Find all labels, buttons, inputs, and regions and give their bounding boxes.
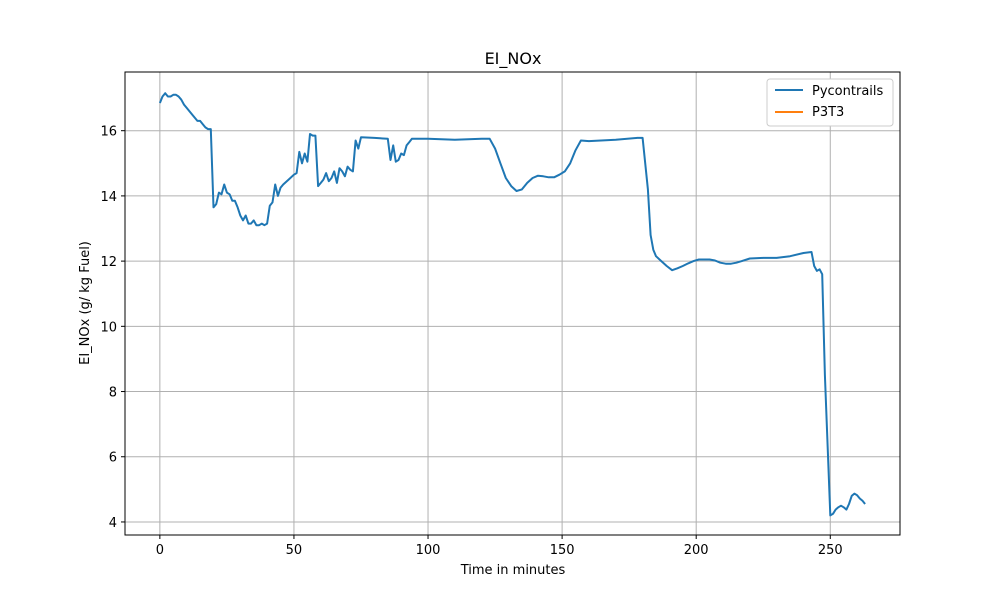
x-axis: 0 50 100 150 200 250	[156, 535, 843, 558]
y-tick-label: 4	[109, 516, 117, 531]
legend-label-pycontrails: Pycontrails	[812, 84, 884, 99]
x-tick-label: 200	[684, 543, 709, 558]
legend: Pycontrails P3T3	[766, 78, 894, 127]
y-tick-label: 12	[100, 255, 117, 270]
grid	[125, 72, 900, 535]
y-axis-title: EI_NOx (g/ kg Fuel)	[78, 241, 93, 365]
series-line-pycontrails	[158, 92, 866, 517]
y-axis: 4 6 8 10 12 14 16	[100, 125, 125, 531]
series-layer	[158, 92, 866, 517]
y-tick-label: 16	[100, 125, 117, 140]
y-tick-label: 10	[100, 320, 117, 335]
plot-area-frame	[124, 71, 901, 536]
y-tick-label: 8	[109, 386, 117, 401]
x-tick-label: 250	[818, 543, 843, 558]
x-axis-title: Time in minutes	[460, 563, 566, 578]
y-tick-label: 6	[109, 451, 117, 466]
x-tick-label: 50	[286, 543, 303, 558]
y-tick-label: 14	[100, 190, 117, 205]
x-tick-label: 150	[550, 543, 575, 558]
x-tick-label: 100	[416, 543, 441, 558]
x-tick-label: 0	[156, 543, 164, 558]
chart-title: EI_NOx	[485, 49, 542, 69]
legend-label-p3t3: P3T3	[812, 105, 844, 120]
